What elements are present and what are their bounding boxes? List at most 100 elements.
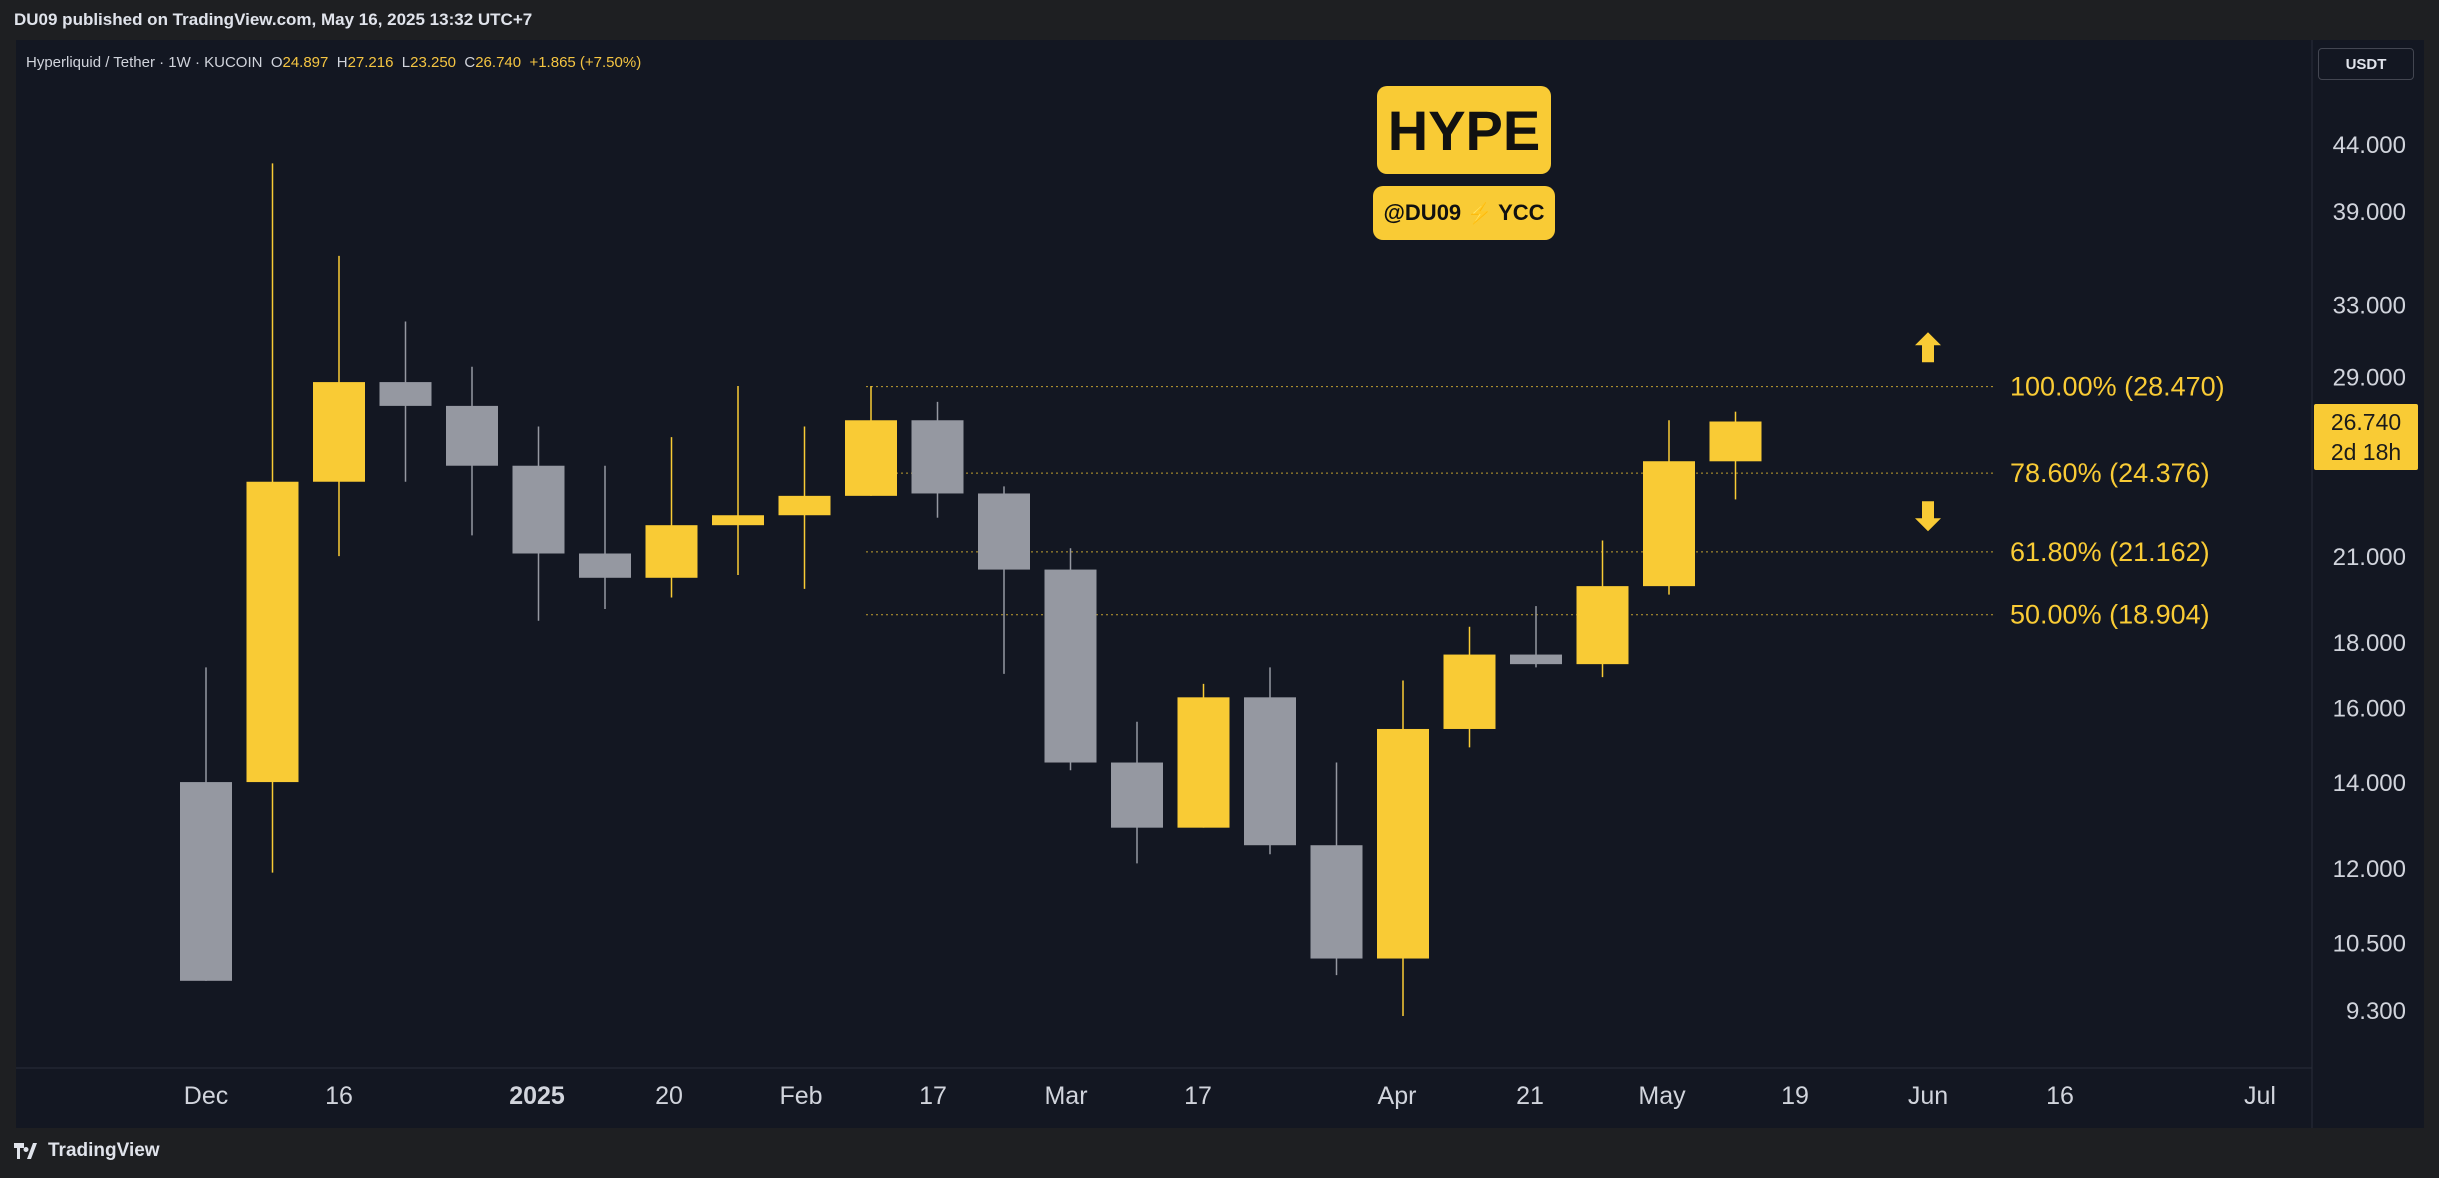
candle-body[interactable] [1443, 654, 1496, 729]
candle-body[interactable] [978, 493, 1030, 570]
close-value: 26.740 [475, 54, 522, 71]
footer: TradingView [0, 1128, 2439, 1178]
low-value: 23.250 [410, 54, 457, 71]
candle[interactable] [1244, 667, 1296, 855]
candle-body[interactable] [1310, 845, 1363, 959]
candle[interactable] [1443, 626, 1496, 748]
fib-label: 100.00% (28.470) [2010, 372, 2225, 402]
candle[interactable] [579, 465, 631, 609]
candle[interactable] [180, 667, 232, 981]
candle[interactable] [1510, 606, 1562, 668]
candle-body[interactable] [911, 420, 964, 494]
high-value: 27.216 [347, 54, 394, 71]
price-axis[interactable]: 44.000 39.000 33.000 29.000 21.000 18.000 16.0… [2333, 132, 2406, 1025]
candle[interactable] [1111, 721, 1163, 864]
handle-annotation[interactable]: @DU09 ⚡ YCC [1373, 186, 1555, 240]
arrow-up-icon[interactable] [1915, 332, 1941, 363]
candle[interactable] [911, 401, 964, 518]
candle-body[interactable] [778, 495, 831, 516]
candle[interactable] [446, 366, 498, 536]
candle[interactable] [1709, 411, 1762, 500]
time-tick-label: 19 [1781, 1082, 1809, 1110]
currency-button[interactable]: USDT [2318, 48, 2414, 80]
fib-label: 61.80% (21.162) [2010, 537, 2210, 567]
last-price: 26.740 [2330, 409, 2402, 435]
time-tick-label: Jul [2244, 1082, 2276, 1110]
candle[interactable] [1044, 548, 1097, 771]
price-axis-area [2312, 40, 2424, 1128]
candle[interactable] [1643, 420, 1695, 595]
candle-body[interactable] [1576, 586, 1629, 665]
arrow-down-icon[interactable] [1915, 501, 1941, 532]
tradingview-logo[interactable]: TradingView [14, 1140, 160, 1162]
candle-body[interactable] [1044, 569, 1097, 763]
candle-body[interactable] [512, 465, 565, 554]
candle[interactable] [246, 163, 299, 873]
candle[interactable] [1377, 680, 1429, 1017]
time-tick-label: 17 [1184, 1082, 1212, 1110]
price-tick-label: 29.000 [2333, 364, 2406, 391]
fib-label: 50.00% (18.904) [2010, 600, 2210, 630]
candle-body[interactable] [1111, 762, 1163, 828]
time-tick-label: 21 [1516, 1082, 1544, 1110]
price-tick-label: 12.000 [2333, 856, 2406, 883]
price-tick-label: 10.500 [2333, 930, 2406, 957]
candle-body[interactable] [845, 420, 897, 496]
low-label: L [401, 54, 411, 71]
candle[interactable] [1310, 762, 1363, 976]
candle[interactable] [1177, 683, 1230, 828]
handle-left: @DU09 [1383, 200, 1462, 225]
price-tick-label: 44.000 [2333, 132, 2406, 159]
time-axis[interactable]: Dec 16 2025 20 Feb 17 Mar 17 Apr 21 May 19 Jun 16 Jul [184, 1082, 2276, 1110]
candle[interactable] [778, 426, 831, 589]
change-value: +1.865 (+7.50%) [529, 54, 642, 71]
candle[interactable] [1576, 540, 1629, 678]
candle-body[interactable] [246, 481, 299, 783]
time-tick-label: 20 [655, 1082, 683, 1110]
symbol-name: Hyperliquid / Tether · 1W · KUCOIN [26, 54, 263, 71]
candle[interactable] [712, 385, 764, 576]
candle[interactable] [645, 437, 698, 598]
time-tick-label: May [1638, 1082, 1686, 1110]
publish-header: DU09 published on TradingView.com, May 1… [0, 0, 2439, 40]
publish-info: DU09 published on TradingView.com, May 1… [14, 10, 533, 29]
candle-body[interactable] [1177, 697, 1230, 828]
open-label: O [270, 54, 283, 71]
fib-label: 78.60% (24.376) [2010, 458, 2210, 488]
candle[interactable] [313, 255, 365, 557]
candle[interactable] [379, 321, 432, 482]
symbol-legend: Hyperliquid / Tether · 1W · KUCOIN O24.8… [26, 54, 641, 71]
time-tick-label: 16 [2046, 1082, 2074, 1110]
candle-body[interactable] [712, 515, 764, 526]
plot-area [16, 40, 2312, 1068]
candle-body[interactable] [313, 382, 365, 482]
title-annotation[interactable]: HYPE [1377, 86, 1551, 174]
candle-body[interactable] [446, 405, 498, 466]
bar-countdown: 2d 18h [2330, 439, 2402, 465]
candle-body[interactable] [180, 782, 232, 981]
candle-body[interactable] [1244, 697, 1296, 846]
arrows [1915, 332, 1941, 532]
time-tick-label: 17 [919, 1082, 947, 1110]
candle-body[interactable] [1510, 654, 1562, 665]
last-price-tag: 26.740 2d 18h [2314, 404, 2418, 470]
fib-retracement[interactable]: 100.00% (28.470) 78.60% (24.376) 61.80% (2… [866, 372, 2225, 630]
candle[interactable] [845, 385, 897, 496]
candle[interactable] [978, 486, 1030, 674]
candle-body[interactable] [379, 382, 432, 406]
time-tick-label: Jun [1908, 1082, 1948, 1110]
candle-body[interactable] [579, 553, 631, 578]
lightning-icon: ⚡ [1467, 202, 1493, 225]
time-axis-area [16, 1068, 2312, 1128]
candle[interactable] [512, 426, 565, 621]
price-tick-label: 33.000 [2333, 292, 2406, 319]
close-label: C [464, 54, 476, 71]
candle-body[interactable] [1643, 461, 1695, 587]
candle-body[interactable] [645, 525, 698, 578]
candles [180, 163, 1762, 1017]
open-value: 24.897 [282, 54, 329, 71]
time-tick-label: Feb [779, 1082, 822, 1110]
candle-body[interactable] [1377, 728, 1429, 959]
candle-body[interactable] [1709, 421, 1762, 462]
